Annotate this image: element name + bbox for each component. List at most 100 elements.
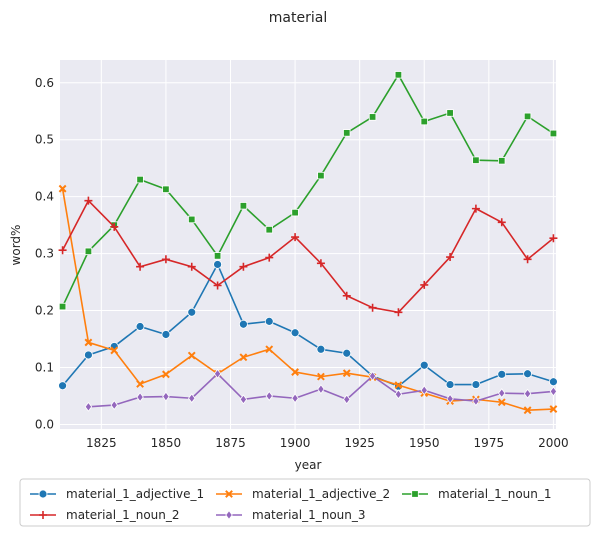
series-material_1_adjective_1 — [58, 260, 558, 391]
legend-label: material_1_noun_2 — [66, 508, 180, 522]
grid — [60, 60, 556, 429]
data-point — [498, 157, 506, 165]
data-point — [136, 175, 144, 184]
x-tick-labels: 1825 1850 1875 1900 1925 1950 1975 2000 — [86, 436, 569, 450]
data-point — [368, 371, 377, 382]
legend-item-material_1_noun_3: material_1_noun_3 — [216, 508, 366, 522]
data-point — [291, 393, 299, 404]
data-point — [342, 369, 351, 378]
legend-swatch-marker — [411, 490, 419, 498]
data-point — [135, 322, 145, 331]
data-point — [84, 338, 93, 347]
x-tick-label: 1825 — [86, 436, 117, 450]
data-point — [162, 391, 170, 402]
data-point — [188, 215, 196, 224]
data-point — [549, 405, 558, 413]
data-point — [110, 222, 119, 231]
data-point — [497, 398, 506, 407]
data-point — [136, 380, 144, 388]
data-point — [497, 218, 506, 227]
data-point — [84, 401, 93, 412]
y-tick-label: 0.4 — [35, 190, 54, 204]
data-point — [213, 252, 222, 260]
series-line — [61, 188, 554, 412]
data-point — [265, 225, 273, 234]
legend-label: material_1_noun_1 — [438, 487, 552, 501]
data-point — [162, 370, 170, 379]
data-point — [84, 247, 93, 256]
legend-label: material_1_noun_3 — [252, 508, 366, 522]
x-tick-label: 1950 — [409, 436, 440, 450]
legend-box — [19, 478, 591, 527]
data-point — [317, 171, 325, 180]
data-point — [136, 392, 144, 403]
legend-item-material_1_adjective_1: material_1_adjective_1 — [30, 487, 204, 501]
data-point — [239, 262, 248, 271]
data-point — [317, 384, 325, 395]
legend-item-material_1_noun_1: material_1_noun_1 — [402, 487, 552, 501]
legend: material_1_adjective_1 material_1_adjecti… — [19, 478, 591, 527]
data-point — [445, 380, 455, 389]
data-point — [420, 385, 428, 396]
data-point — [471, 380, 481, 389]
data-point — [549, 234, 558, 243]
data-point — [523, 255, 532, 264]
series-line — [61, 74, 554, 307]
data-point — [239, 353, 248, 362]
data-point — [420, 117, 428, 126]
data-point — [471, 204, 480, 213]
data-point — [446, 393, 454, 404]
x-tick-label: 1875 — [215, 436, 246, 450]
data-point — [213, 281, 222, 290]
data-point — [368, 113, 377, 121]
legend-swatch-marker — [225, 490, 233, 498]
data-point — [58, 381, 67, 391]
legend-item-material_1_noun_2: material_1_noun_2 — [30, 508, 180, 522]
data-point — [420, 280, 429, 289]
data-point — [523, 388, 532, 399]
y-tick-labels: 0.0 0.1 0.2 0.3 0.4 0.5 0.6 — [35, 76, 54, 432]
data-point — [265, 345, 274, 354]
data-point — [264, 316, 274, 326]
data-point — [549, 129, 558, 138]
data-point — [549, 377, 558, 387]
data-point — [58, 302, 67, 311]
data-point — [394, 71, 403, 79]
data-point — [472, 156, 480, 164]
data-point — [343, 129, 351, 137]
data-point — [239, 394, 248, 405]
data-point — [239, 319, 248, 329]
legend-swatch-marker — [39, 511, 47, 519]
data-point — [187, 307, 197, 317]
x-tick-label: 1975 — [474, 436, 505, 450]
x-tick-label: 1900 — [280, 436, 311, 450]
data-point — [317, 372, 325, 381]
x-tick-label: 1850 — [151, 436, 182, 450]
data-point — [498, 388, 506, 399]
x-tick-label: 1925 — [344, 436, 375, 450]
data-point — [446, 109, 454, 117]
data-point — [343, 394, 351, 405]
data-point — [472, 396, 480, 407]
data-point — [213, 260, 222, 269]
data-point — [58, 184, 67, 193]
data-point — [549, 386, 558, 397]
legend-item-material_1_adjective_2: material_1_adjective_2 — [216, 487, 390, 501]
data-point — [291, 208, 299, 217]
legend-label: material_1_adjective_2 — [252, 487, 390, 501]
data-point — [58, 246, 67, 255]
data-point — [291, 233, 300, 242]
x-axis-label: year — [295, 458, 322, 472]
data-point — [265, 391, 273, 401]
series-material_1_adjective_2 — [58, 184, 558, 415]
y-axis-label: word% — [9, 225, 23, 266]
data-point — [239, 202, 248, 210]
data-point — [187, 351, 196, 360]
y-tick-label: 0.2 — [35, 304, 54, 318]
series-line — [61, 199, 554, 314]
data-point — [110, 400, 118, 411]
y-tick-label: 0.3 — [35, 247, 54, 261]
legend-swatch-marker — [225, 510, 233, 520]
data-point — [188, 393, 196, 404]
